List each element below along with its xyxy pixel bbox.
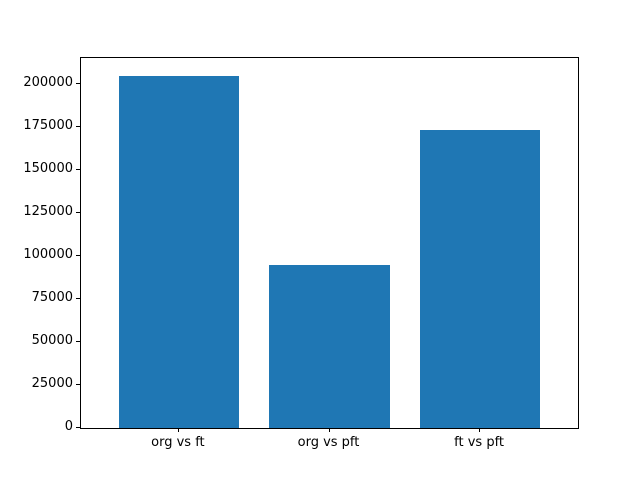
y-tick-mark xyxy=(76,211,80,213)
y-tick-label: 100000 xyxy=(23,246,73,262)
x-tick-mark xyxy=(479,428,481,432)
plot-area xyxy=(80,57,579,429)
x-tick-label: ft vs pft xyxy=(454,435,505,450)
bar-ft-vs-pft xyxy=(419,130,541,428)
y-tick-mark xyxy=(76,168,80,170)
x-tick-label: org vs ft xyxy=(151,435,205,450)
y-tick-mark xyxy=(76,297,80,299)
bar-org-vs-pft xyxy=(269,264,390,428)
y-tick-mark xyxy=(76,125,80,127)
y-tick-label: 25000 xyxy=(31,375,73,391)
bar-org-vs-ft xyxy=(118,76,240,428)
y-tick-mark xyxy=(76,82,80,84)
y-tick-label: 175000 xyxy=(23,117,73,133)
y-tick-mark xyxy=(76,340,80,342)
x-tick-mark xyxy=(328,428,330,432)
y-tick-label: 125000 xyxy=(23,203,73,219)
y-tick-label: 150000 xyxy=(23,160,73,176)
y-tick-label: 50000 xyxy=(31,332,73,348)
y-tick-mark xyxy=(76,383,80,385)
y-tick-label: 75000 xyxy=(31,289,73,305)
x-tick-mark xyxy=(177,428,179,432)
y-tick-mark xyxy=(76,427,80,428)
y-tick-label: 0 xyxy=(64,419,73,434)
y-tick-mark xyxy=(76,254,80,256)
y-tick-label: 200000 xyxy=(23,74,73,90)
x-tick-label: org vs pft xyxy=(297,435,360,450)
